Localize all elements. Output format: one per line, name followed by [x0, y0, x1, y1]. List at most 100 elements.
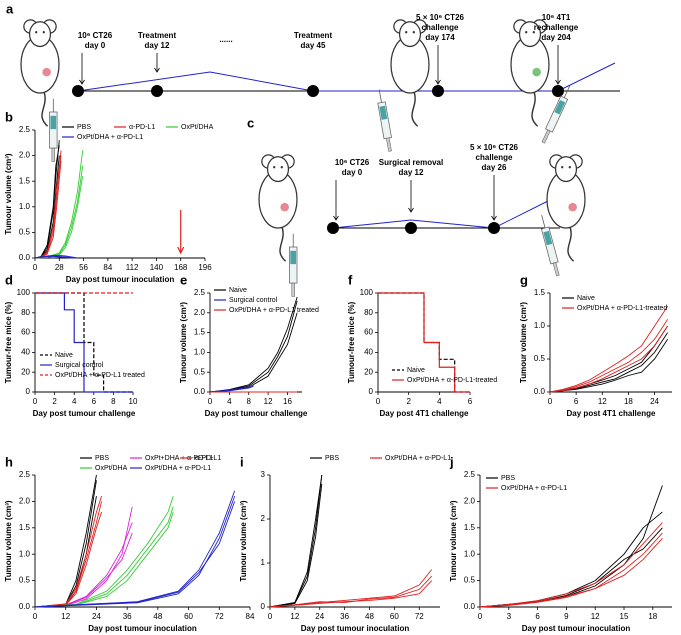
growth-line [479, 538, 663, 608]
growth-line [479, 532, 663, 608]
x-tick-label: 0 [376, 397, 381, 406]
growth-line [269, 575, 433, 608]
x-tick-label: 48 [153, 612, 162, 621]
growth-line [269, 474, 323, 608]
y-tick-label: 100 [360, 288, 374, 297]
growth-line [269, 483, 323, 608]
mouse-tail [411, 90, 419, 127]
x-tick-label: 8 [111, 397, 116, 406]
mouse-eye [561, 166, 564, 169]
panel-label: g [520, 272, 528, 287]
y-tick-label: 0.5 [194, 367, 206, 376]
x-axis-label: Day post tumour inoculation [301, 624, 410, 633]
x-tick-label: 12 [598, 397, 607, 406]
growth-line [34, 495, 174, 608]
y-tick-label: 0.5 [19, 228, 31, 237]
y-axis-label: Tumour volume (cm³) [519, 302, 528, 384]
timeline-dot [307, 85, 319, 97]
tumour-spot [568, 202, 577, 212]
syringe-plunger [291, 282, 295, 297]
growth-line [34, 490, 236, 608]
syringe-needle [378, 89, 382, 103]
x-tick-label: 9 [564, 612, 569, 621]
x-tick-label: 2 [52, 397, 57, 406]
panel-label: b [5, 109, 13, 124]
event-arrow-head [177, 246, 185, 255]
x-tick-label: 6 [574, 397, 579, 406]
syringe-plunger [541, 129, 551, 144]
x-tick-label: 0 [548, 397, 553, 406]
x-tick-label: 6 [92, 397, 97, 406]
x-tick-label: 84 [246, 612, 255, 621]
y-tick-label: 2.0 [19, 151, 31, 160]
x-tick-label: 4 [227, 397, 232, 406]
x-tick-label: 60 [184, 612, 193, 621]
arrow-head [408, 207, 414, 213]
syringe-liquid [290, 250, 297, 265]
tumour-spot [280, 202, 289, 212]
syringe-needle [541, 215, 546, 229]
legend-label: OxPt/DHA + α-PD-L1 [501, 485, 567, 492]
timeline-label: 10⁶ CT26 [78, 31, 113, 40]
y-tick-label: 1.5 [194, 328, 206, 337]
x-tick-label: 12 [61, 612, 70, 621]
syringe-needle [563, 85, 571, 98]
growth-line [549, 325, 669, 393]
y-tick-label: 40 [21, 348, 30, 357]
x-axis-label: Day post tumour inoculation [66, 275, 175, 284]
x-tick-label: 4 [437, 397, 442, 406]
legend-label: Naive [577, 295, 595, 302]
legend-label: Surgical control [229, 297, 278, 304]
y-tick-label: 60 [21, 328, 30, 337]
mouse-head [398, 21, 422, 48]
mouse-eye [568, 166, 571, 169]
x-tick-label: 28 [55, 263, 64, 272]
y-tick-label: 1.0 [19, 202, 31, 211]
mouse-eye [280, 166, 283, 169]
y-tick-label: 1.5 [19, 176, 31, 185]
syringe-plunger [51, 147, 56, 162]
timeline-label: day 45 [301, 41, 326, 50]
legend-label: OxPt/DHA + α-PD-L1 [385, 455, 451, 462]
timeline-dot [488, 222, 500, 234]
timeline-dot [552, 85, 564, 97]
y-tick-label: 0.5 [19, 576, 31, 585]
x-tick-label: 15 [620, 612, 629, 621]
arrow-head [333, 215, 339, 221]
legend-label: OxPt/DHA + α-PD-L1 treated [229, 307, 319, 314]
syringe-liquid [554, 99, 566, 115]
tumour-spot [532, 67, 541, 77]
y-tick-label: 0.5 [534, 354, 546, 363]
survival-line [378, 292, 470, 393]
x-tick-label: 112 [126, 263, 139, 272]
legend-label: Naive [55, 352, 73, 359]
growth-line [479, 485, 663, 608]
x-tick-label: 84 [103, 263, 112, 272]
y-axis-label: Tumour volume (cm³) [239, 500, 248, 582]
growth-line [209, 384, 254, 393]
mouse [20, 19, 60, 162]
x-tick-label: 6 [468, 397, 473, 406]
y-tick-label: 1.0 [19, 549, 31, 558]
x-tick-label: 8 [247, 397, 252, 406]
growth-line [209, 312, 298, 393]
y-axis-label: Tumour volume (cm³) [179, 302, 188, 384]
x-tick-label: 140 [150, 263, 164, 272]
y-tick-label: 2.0 [19, 497, 31, 506]
growth-line [34, 176, 84, 259]
x-tick-label: 10 [129, 397, 138, 406]
mouse-eye [525, 31, 528, 34]
y-tick-label: 2 [261, 514, 266, 523]
x-tick-label: 24 [92, 612, 101, 621]
syringe-plunger [386, 137, 392, 152]
mouse-tail [531, 90, 539, 127]
y-axis-label: Tumour volume (cm³) [449, 500, 458, 582]
arrow-head [555, 79, 561, 85]
legend-label: OxPt/DHA + α-PD-L1 [145, 465, 211, 472]
y-tick-label: 2.0 [194, 308, 206, 317]
arrow-head [154, 67, 160, 73]
x-tick-label: 24 [315, 612, 324, 621]
y-tick-label: 0.0 [194, 387, 206, 396]
y-tick-label: 1 [261, 558, 266, 567]
mouse [540, 154, 586, 277]
